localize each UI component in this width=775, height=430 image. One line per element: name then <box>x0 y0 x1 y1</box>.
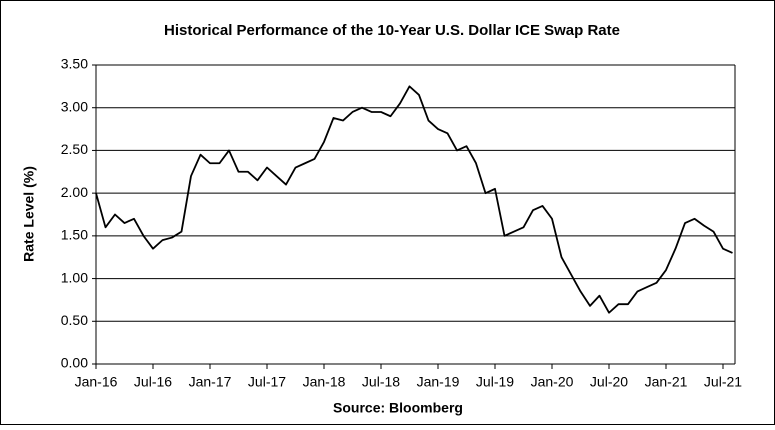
y-axis-label: Rate Level (%) <box>21 166 37 262</box>
line-series <box>95 85 733 314</box>
x-tick-label: Jul-17 <box>248 374 286 390</box>
x-tick-label: Jan-20 <box>531 374 574 390</box>
x-tick-label: Jul-19 <box>476 374 514 390</box>
y-tick-label: 1.00 <box>61 269 88 285</box>
x-tick-label: Jan-18 <box>303 374 346 390</box>
x-tick-label: Jul-16 <box>134 374 172 390</box>
y-tick-label: 3.00 <box>61 98 88 114</box>
x-tick-label: Jan-19 <box>417 374 460 390</box>
x-tick-label: Jan-16 <box>75 374 118 390</box>
x-tick-label: Jan-21 <box>645 374 688 390</box>
x-tick-label: Jan-17 <box>189 374 232 390</box>
y-tick-label: 0.50 <box>61 312 88 328</box>
y-tick-label: 2.50 <box>61 141 88 157</box>
y-tick-label: 2.00 <box>61 184 88 200</box>
x-tick-label: Jul-20 <box>590 374 628 390</box>
y-tick-label: 0.00 <box>61 355 88 371</box>
x-tick-label: Jul-21 <box>704 374 742 390</box>
chart-title: Historical Performance of the 10-Year U.… <box>164 22 620 39</box>
x-tick-label: Jul-18 <box>362 374 400 390</box>
y-tick-label: 3.50 <box>61 56 88 72</box>
y-tick-label: 1.50 <box>61 227 88 243</box>
x-axis-label: Source: Bloomberg <box>333 400 463 416</box>
